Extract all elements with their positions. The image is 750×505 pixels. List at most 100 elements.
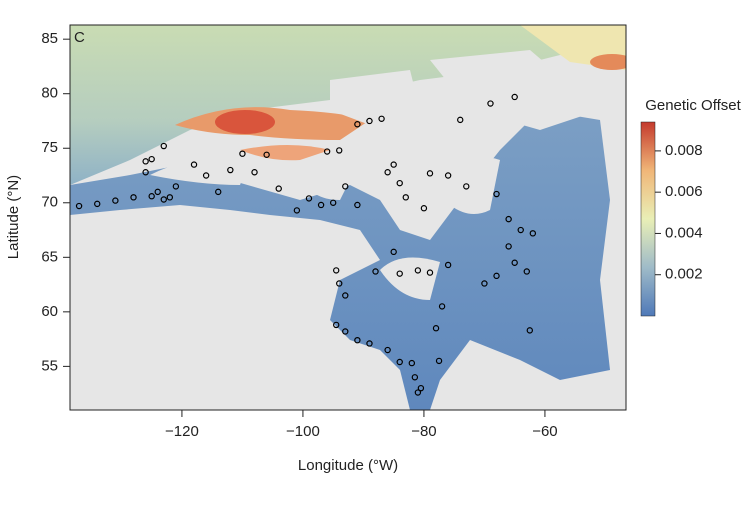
y-tick-label: 75 xyxy=(41,139,58,156)
sample-point xyxy=(148,193,155,200)
sample-point xyxy=(227,166,234,174)
sample-point xyxy=(172,183,180,190)
sample-point xyxy=(444,261,452,269)
sample-point xyxy=(293,207,301,214)
sample-point xyxy=(384,346,391,354)
sample-point xyxy=(511,93,518,101)
y-tick-label: 80 xyxy=(41,85,58,102)
sample-point xyxy=(463,183,470,190)
sample-point xyxy=(457,116,464,124)
sample-point xyxy=(336,280,343,287)
sample-point xyxy=(366,340,373,347)
sample-point xyxy=(142,158,149,165)
sample-point xyxy=(517,226,524,234)
colorbar xyxy=(640,121,656,317)
sample-point xyxy=(390,248,397,256)
sample-point xyxy=(342,328,349,335)
sample-point xyxy=(112,197,119,204)
sample-point xyxy=(438,303,446,310)
sample-point xyxy=(148,155,155,163)
sample-point xyxy=(523,268,530,275)
island xyxy=(430,50,600,130)
sample-point xyxy=(215,188,222,196)
island xyxy=(150,157,250,185)
y-tick-label: 65 xyxy=(41,248,58,265)
y-tick-label: 85 xyxy=(41,30,58,47)
colorbar-tick-label: 0.008 xyxy=(665,142,703,159)
sample-point xyxy=(505,243,512,250)
colorbar-tick-label: 0.004 xyxy=(665,224,703,241)
sample-point xyxy=(420,205,428,212)
sample-point xyxy=(275,185,282,192)
sample-point xyxy=(329,199,337,206)
sample-point xyxy=(526,327,534,334)
x-tick-label: −100 xyxy=(286,423,320,440)
sample-point xyxy=(529,230,537,237)
sample-point xyxy=(130,194,137,201)
island xyxy=(330,70,420,125)
sample-point xyxy=(417,384,425,392)
colorbar-tick-label: 0.002 xyxy=(665,266,703,283)
sample-point xyxy=(160,142,167,150)
colorbar-tick-label: 0.006 xyxy=(665,183,703,200)
y-axis-label: Latitude (°N) xyxy=(5,175,22,259)
sample-point xyxy=(154,188,161,196)
sample-point xyxy=(160,196,167,203)
x-tick-label: −120 xyxy=(165,423,199,440)
sample-point xyxy=(342,183,349,190)
sample-point xyxy=(414,267,422,274)
sample-point xyxy=(396,270,403,277)
sample-point xyxy=(202,172,210,179)
sample-point xyxy=(493,190,500,198)
sample-point xyxy=(493,272,500,280)
sample-point xyxy=(336,147,343,154)
sample-point xyxy=(366,117,373,125)
x-tick-label: −60 xyxy=(532,423,557,440)
x-tick-label: −80 xyxy=(411,423,436,440)
sample-point xyxy=(414,389,422,396)
sample-point xyxy=(426,269,434,276)
sample-point xyxy=(372,268,379,275)
sample-point xyxy=(305,195,313,202)
sample-point xyxy=(411,374,419,381)
sample-point xyxy=(435,357,443,365)
sample-point xyxy=(444,172,452,179)
sample-point xyxy=(75,202,83,210)
sample-point xyxy=(511,259,518,266)
sample-point xyxy=(396,358,403,366)
sample-point xyxy=(354,201,361,209)
sample-point xyxy=(263,151,270,158)
sample-point xyxy=(317,201,325,209)
hotspot xyxy=(590,54,626,70)
sample-point xyxy=(432,325,440,332)
hotspot xyxy=(240,145,330,161)
plot-frame xyxy=(69,24,627,411)
y-tick-label: 70 xyxy=(41,194,58,211)
sample-point xyxy=(384,169,391,176)
sample-point xyxy=(354,121,361,128)
sample-point xyxy=(342,292,349,299)
colorbar-title: Genetic Offset xyxy=(645,97,741,114)
sample-point xyxy=(239,150,246,157)
sample-point xyxy=(390,161,397,168)
sample-point xyxy=(378,115,385,122)
sample-point xyxy=(481,280,488,287)
sample-point xyxy=(505,215,512,223)
island xyxy=(300,171,350,200)
sample-point xyxy=(408,359,416,367)
sample-point xyxy=(190,161,198,168)
sample-point xyxy=(402,194,409,201)
sample-point xyxy=(333,321,340,329)
sample-point xyxy=(333,267,340,274)
map-background xyxy=(70,25,626,410)
sample-point xyxy=(323,148,331,155)
sample-point xyxy=(166,194,174,201)
sample-point xyxy=(487,100,494,107)
sample-point xyxy=(354,336,361,344)
sample-point xyxy=(251,169,258,176)
y-tick-label: 60 xyxy=(41,303,58,320)
panel-label: C xyxy=(74,29,85,46)
island xyxy=(380,257,440,300)
